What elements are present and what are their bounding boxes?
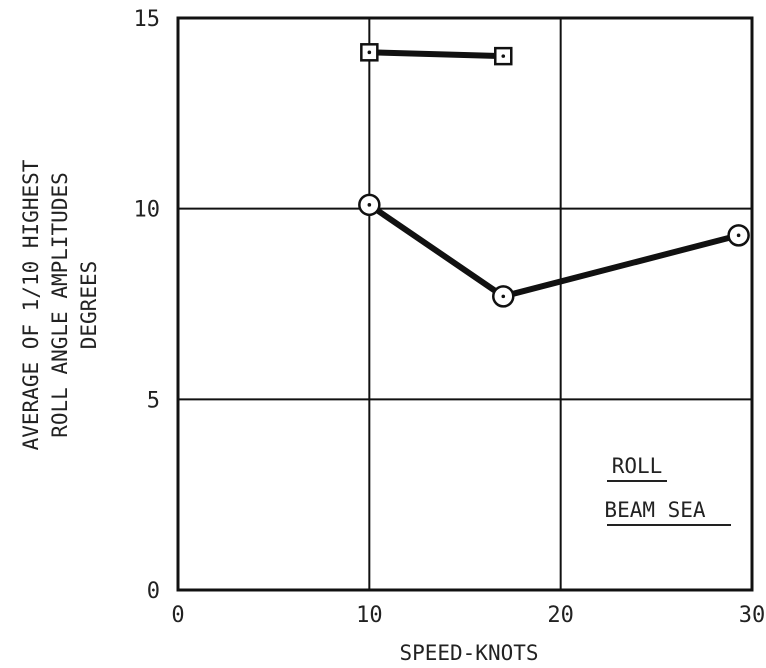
- square-marker-dot: [501, 54, 506, 58]
- series-2-line: [367, 202, 740, 300]
- plot-frame: [176, 16, 754, 592]
- y-axis-title: AVERAGE OF 1/10 HIGHEST ROLL ANGLE AMPLI…: [19, 159, 101, 450]
- y-axis-title-line-3: DEGREES: [77, 261, 101, 350]
- x-tick-label: 30: [739, 603, 766, 628]
- y-tick-label: 5: [147, 388, 160, 413]
- circle-marker-dot: [367, 203, 372, 207]
- annotation-beam-sea: BEAM SEA: [604, 498, 706, 522]
- y-tick-label: 15: [134, 7, 161, 32]
- tick-labels: 0 10 20 30 0 5 10 15: [134, 7, 766, 628]
- square-marker-dot: [367, 50, 372, 55]
- x-tick-label: 10: [356, 603, 383, 628]
- circle-marker-dot: [501, 294, 506, 299]
- data-series: [358, 43, 750, 308]
- y-axis-title-line-1: AVERAGE OF 1/10 HIGHEST: [19, 159, 43, 450]
- x-axis-title: SPEED-KNOTS: [399, 641, 538, 665]
- circle-marker-dot: [736, 233, 741, 238]
- y-axis-title-line-2: ROLL ANGLE AMPLITUDES: [48, 172, 72, 438]
- grid-lines: [178, 18, 752, 590]
- x-tick-label: 20: [547, 603, 574, 628]
- annotation-roll: ROLL: [612, 454, 663, 478]
- y-tick-label: 0: [147, 579, 160, 604]
- series-1-line: [369, 49, 504, 60]
- y-tick-label: 10: [134, 198, 161, 223]
- x-tick-label: 0: [171, 603, 184, 628]
